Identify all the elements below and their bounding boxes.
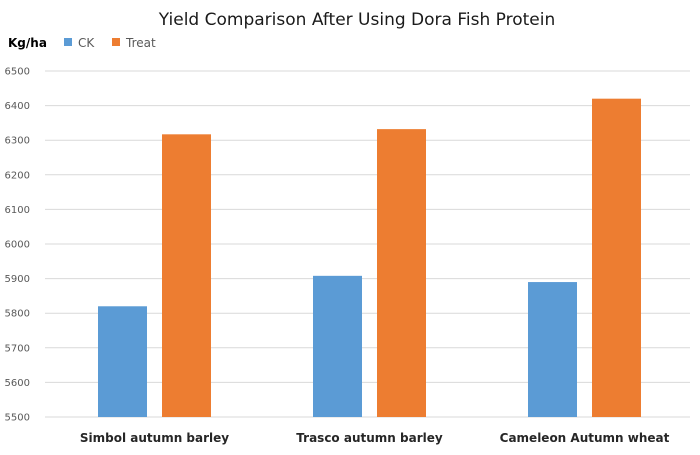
y-tick-label: 6000: [5, 240, 30, 251]
y-tick-label: 6200: [5, 170, 30, 181]
y-tick-label: 6300: [5, 136, 30, 147]
y-tick-label: 6500: [5, 67, 30, 78]
x-tick-label: Trasco autumn barley: [296, 431, 443, 445]
bar-ck: [313, 275, 362, 417]
legend: CK Treat: [64, 36, 156, 50]
legend-swatch-ck: [64, 38, 72, 46]
y-tick-label: 5500: [5, 413, 30, 424]
bar-treat: [592, 98, 641, 418]
y-tick-label: 6100: [5, 205, 30, 216]
x-axis-ticks: Simbol autumn barley Trasco autumn barley…: [80, 431, 670, 445]
y-axis-ticks: 5500 5600 5700 5800 5900 6000 6100 6200 6300 6400…: [5, 67, 30, 424]
chart-title: Yield Comparison After Using Dora Fish P…: [158, 10, 555, 30]
y-tick-label: 5800: [5, 309, 30, 320]
y-tick-label: 5700: [5, 343, 30, 354]
bar-treat: [162, 134, 211, 417]
bar-treat: [377, 129, 426, 418]
x-tick-label: Simbol autumn barley: [80, 431, 229, 445]
y-tick-label: 6400: [5, 101, 30, 112]
bars: [98, 98, 641, 418]
bar-ck: [528, 282, 577, 417]
gridlines: [45, 70, 690, 418]
legend-label-treat: Treat: [125, 36, 156, 50]
y-axis-label: Kg/ha: [8, 36, 47, 50]
legend-swatch-treat: [112, 38, 120, 46]
x-tick-label: Cameleon Autumn wheat: [500, 431, 670, 445]
y-tick-label: 5900: [5, 274, 30, 285]
bar-ck: [98, 306, 147, 417]
y-tick-label: 5600: [5, 378, 30, 389]
legend-label-ck: CK: [78, 36, 95, 50]
